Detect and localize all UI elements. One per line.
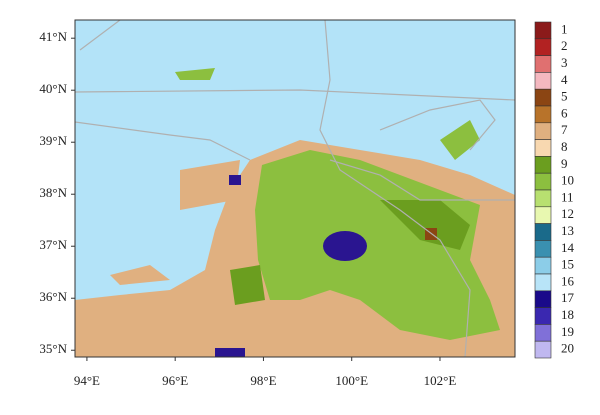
legend-label: 18 (561, 307, 574, 322)
legend-swatch (534, 307, 552, 325)
legend-swatch (534, 324, 552, 342)
legend-swatch (534, 38, 552, 56)
legend-label: 5 (561, 89, 568, 104)
forest-patch (230, 200, 470, 305)
x-tick-label: 100°E (335, 373, 368, 388)
legend-label: 9 (561, 156, 568, 171)
y-tick-label: 37°N (39, 237, 67, 252)
legend-swatch (534, 105, 552, 124)
legend-label: 8 (561, 139, 568, 154)
legend-swatch (534, 256, 552, 275)
legend-swatch (534, 122, 552, 140)
legend-label: 4 (561, 72, 568, 87)
legend-swatch (534, 55, 552, 73)
legend-label: 19 (561, 324, 574, 339)
legend-swatch (534, 88, 552, 107)
legend-swatch (534, 172, 552, 191)
legend-swatch (534, 273, 552, 292)
x-tick-label: 98°E (250, 373, 276, 388)
grassland-region (255, 150, 500, 340)
legend-label: 7 (561, 122, 568, 137)
grass-patch (175, 68, 480, 160)
legend-label: 17 (561, 290, 575, 305)
legend-label: 13 (561, 223, 574, 238)
legend-label: 12 (561, 206, 574, 221)
legend-label: 2 (561, 38, 568, 53)
legend-label: 16 (561, 273, 575, 288)
boundary-line (75, 20, 515, 357)
legend-swatch (534, 189, 552, 208)
legend-swatch (534, 156, 552, 174)
map-area (75, 20, 515, 357)
legend-label: 3 (561, 55, 568, 70)
x-tick-label: 94°E (74, 373, 100, 388)
x-tick-label: 96°E (162, 373, 188, 388)
legend-swatch (534, 240, 552, 258)
y-tick-label: 36°N (39, 289, 67, 304)
legend-swatch (534, 72, 552, 90)
legend-label: 1 (561, 21, 568, 36)
legend-swatch (534, 206, 552, 224)
legend-label: 14 (561, 240, 575, 255)
legend-label: 20 (561, 341, 574, 356)
legend-swatch (534, 139, 552, 157)
legend-swatch (534, 21, 552, 40)
y-tick-label: 35°N (39, 341, 67, 356)
lake (323, 231, 367, 261)
legend-label: 15 (561, 257, 574, 272)
y-tick-label: 40°N (39, 81, 67, 96)
legend-swatch (534, 290, 552, 308)
barren-patch (110, 160, 240, 285)
lake-small (215, 348, 245, 357)
y-tick-label: 41°N (39, 29, 67, 44)
map-frame (74, 19, 516, 358)
legend-label: 10 (561, 173, 574, 188)
y-tick-label: 39°N (39, 133, 67, 148)
legend-swatch (534, 223, 552, 241)
lake-small (229, 175, 241, 185)
y-tick-label: 38°N (39, 185, 67, 200)
legend-label: 6 (561, 105, 568, 120)
x-tick-label: 102°E (424, 373, 457, 388)
legend-label: 11 (561, 189, 574, 204)
legend-swatch (534, 340, 552, 359)
